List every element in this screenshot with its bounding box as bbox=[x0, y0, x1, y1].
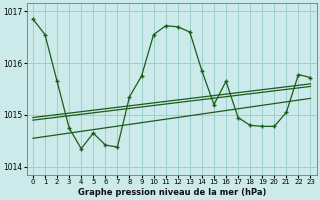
X-axis label: Graphe pression niveau de la mer (hPa): Graphe pression niveau de la mer (hPa) bbox=[77, 188, 266, 197]
